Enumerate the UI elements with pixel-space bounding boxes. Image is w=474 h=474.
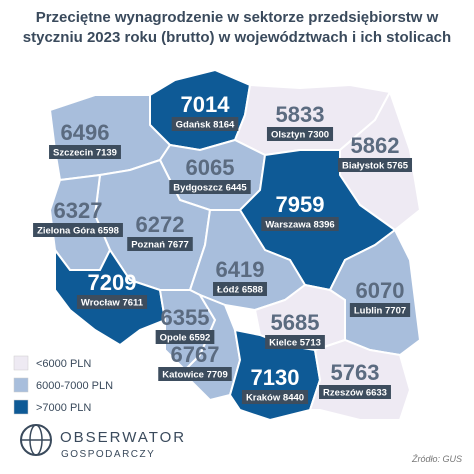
region-value: 5862 [351, 133, 400, 158]
logo: OBSERWATOR GOSPODARCZY [20, 424, 186, 460]
region [308, 338, 412, 421]
region-value: 7959 [276, 192, 325, 217]
capital-value: 6588 [242, 285, 263, 296]
capital-label: Bydgoszcz 6445 [173, 183, 247, 194]
capital-box [241, 390, 309, 404]
capital-box [337, 158, 413, 172]
capital-label: Wrocław 7611 [81, 298, 144, 309]
region-value: 6327 [54, 198, 103, 223]
capital-box [349, 303, 411, 317]
capital-value: 7709 [207, 370, 228, 381]
legend: <6000 PLN 6000-7000 PLN >7000 PLN [13, 355, 113, 415]
legend-label: <6000 PLN [36, 358, 91, 370]
capital-name: Białystok [342, 161, 385, 172]
labels: 7014 Gdańsk 8164 6496 Szczecin 7139 5833 Olsz… [33, 92, 413, 404]
capital-name: Wrocław [81, 298, 121, 309]
capital-box [171, 117, 239, 131]
capital-name: Gdańsk [176, 120, 212, 131]
capital-name: Łódź [217, 285, 239, 296]
capital-name: Kielce [269, 338, 297, 349]
capital-value: 5713 [300, 338, 321, 349]
region-value: 6272 [136, 212, 185, 237]
capital-name: Lublin [354, 306, 383, 317]
region-value: 7130 [251, 365, 300, 390]
logo-subtitle: GOSPODARCZY [61, 449, 155, 460]
capital-name: Katowice [162, 370, 204, 381]
capital-name: Poznań [131, 240, 165, 251]
capital-value: 6633 [366, 388, 387, 399]
capital-box [127, 237, 193, 251]
capital-box [158, 367, 232, 381]
capital-label: Szczecin 7139 [53, 148, 117, 159]
capital-name: Rzeszów [323, 388, 364, 399]
legend-swatch [13, 355, 29, 371]
capital-name: Zielona Góra [37, 226, 96, 237]
legend-swatch [13, 377, 29, 393]
region-value: 5833 [276, 102, 325, 127]
capital-name: Szczecin [53, 148, 93, 159]
capital-value: 7300 [308, 130, 329, 141]
capital-label: Opole 6592 [160, 333, 211, 344]
capital-box [319, 385, 391, 399]
region-value: 7014 [181, 92, 231, 117]
capital-label: Poznań 7677 [131, 240, 189, 251]
capital-value: 8396 [314, 220, 335, 231]
region-value: 7209 [88, 270, 137, 295]
region-value: 6767 [171, 342, 220, 367]
capital-name: Opole [160, 333, 187, 344]
capital-box [33, 223, 123, 237]
region-value: 5685 [271, 310, 320, 335]
capital-value: 6445 [226, 183, 248, 194]
capital-name: Warszawa [265, 220, 311, 231]
title: Przeciętne wynagrodzenie w sektorze prze… [36, 9, 439, 26]
capital-label: Zielona Góra 6598 [37, 226, 119, 237]
legend-label: 6000-7000 PLN [36, 380, 113, 392]
capital-box [155, 330, 215, 344]
capital-value: 6598 [98, 226, 119, 237]
capital-box [266, 127, 334, 141]
capital-value: 7139 [96, 148, 117, 159]
capital-value: 8440 [283, 393, 304, 404]
capital-label: Kielce 5713 [269, 338, 321, 349]
capital-value: 7677 [168, 240, 189, 251]
capital-name: Olsztyn [271, 130, 306, 141]
capital-value: 7707 [385, 306, 406, 317]
capital-label: Olsztyn 7300 [271, 130, 329, 141]
region-value: 6419 [216, 257, 265, 282]
capital-label: Rzeszów 6633 [323, 388, 387, 399]
capital-name: Bydgoszcz [173, 183, 223, 194]
capital-label: Lublin 7707 [354, 306, 406, 317]
region-value: 6496 [61, 120, 110, 145]
region-value: 6070 [356, 278, 405, 303]
capital-box [213, 282, 267, 296]
capital-label: Katowice 7709 [162, 370, 228, 381]
capital-label: Białystok 5765 [342, 161, 409, 172]
legend-swatch [13, 399, 29, 415]
capital-box [49, 145, 121, 159]
capital-label: Kraków 8440 [246, 393, 304, 404]
capital-box [265, 335, 325, 349]
region-value: 6355 [161, 305, 210, 330]
source: Źródło: GUS [411, 454, 462, 464]
capital-label: Gdańsk 8164 [176, 120, 235, 131]
logo-name: OBSERWATOR [60, 429, 186, 446]
capital-box [169, 180, 251, 194]
capital-value: 7611 [122, 298, 143, 309]
region-value: 6065 [186, 155, 235, 180]
capital-label: Łódź 6588 [217, 285, 263, 296]
capital-value: 5765 [387, 161, 409, 172]
legend-label: >7000 PLN [36, 402, 91, 414]
title: styczniu 2023 roku (brutto) w województw… [23, 29, 451, 46]
region-value: 5763 [331, 360, 380, 385]
capital-box [261, 217, 339, 231]
capital-name: Kraków [246, 393, 281, 404]
capital-value: 8164 [213, 120, 235, 131]
capital-value: 6592 [189, 333, 210, 344]
capital-label: Warszawa 8396 [265, 220, 334, 231]
capital-box [76, 295, 148, 309]
